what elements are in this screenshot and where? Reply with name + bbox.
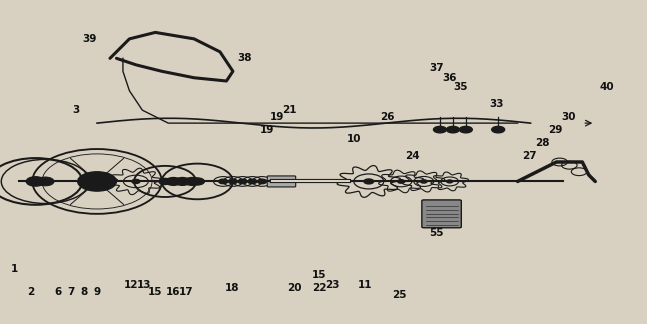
Circle shape — [190, 178, 204, 185]
Circle shape — [166, 178, 181, 185]
Text: 19: 19 — [260, 125, 274, 134]
Circle shape — [398, 180, 404, 183]
Text: 17: 17 — [179, 287, 193, 296]
Text: 1: 1 — [10, 264, 18, 274]
Text: 22: 22 — [312, 284, 326, 293]
Text: 19: 19 — [270, 112, 284, 122]
Circle shape — [258, 179, 267, 184]
Text: 37: 37 — [430, 63, 444, 73]
FancyBboxPatch shape — [422, 200, 461, 228]
Text: 8: 8 — [80, 287, 88, 296]
Circle shape — [219, 179, 228, 184]
Circle shape — [184, 178, 200, 185]
Circle shape — [446, 180, 452, 183]
Text: 27: 27 — [522, 151, 536, 160]
Text: 30: 30 — [561, 112, 575, 122]
Text: 21: 21 — [283, 105, 297, 115]
Text: 2: 2 — [27, 287, 35, 296]
Text: 55: 55 — [430, 228, 444, 238]
Text: 11: 11 — [358, 280, 373, 290]
Text: 10: 10 — [347, 134, 362, 144]
Circle shape — [175, 178, 190, 185]
Text: 23: 23 — [325, 280, 339, 290]
Circle shape — [492, 126, 505, 133]
Text: 13: 13 — [137, 280, 151, 290]
Text: 24: 24 — [406, 151, 420, 160]
Text: 25: 25 — [393, 290, 407, 300]
Circle shape — [364, 179, 374, 184]
Circle shape — [27, 177, 45, 186]
Circle shape — [36, 177, 54, 186]
Text: 9: 9 — [93, 287, 101, 296]
Circle shape — [132, 179, 140, 183]
Circle shape — [159, 178, 171, 185]
Circle shape — [228, 179, 237, 184]
Text: 20: 20 — [287, 284, 302, 293]
FancyBboxPatch shape — [267, 176, 296, 187]
Text: 7: 7 — [67, 287, 75, 296]
Text: 36: 36 — [443, 73, 457, 83]
Text: 38: 38 — [237, 53, 252, 63]
Text: 15: 15 — [148, 287, 162, 296]
Circle shape — [238, 179, 247, 184]
Text: 40: 40 — [600, 83, 614, 92]
Text: 3: 3 — [72, 105, 80, 115]
Circle shape — [446, 126, 459, 133]
Text: 28: 28 — [535, 138, 549, 147]
Text: 18: 18 — [225, 284, 239, 293]
Text: 6: 6 — [54, 287, 62, 296]
Text: 26: 26 — [380, 112, 394, 122]
Text: 16: 16 — [166, 287, 181, 296]
Text: 12: 12 — [124, 280, 138, 290]
Text: 35: 35 — [454, 83, 468, 92]
Circle shape — [433, 126, 446, 133]
Text: 39: 39 — [82, 34, 96, 44]
Circle shape — [421, 180, 427, 183]
Text: 33: 33 — [490, 99, 504, 109]
Circle shape — [78, 172, 116, 191]
Text: 29: 29 — [548, 125, 562, 134]
Circle shape — [459, 126, 472, 133]
Text: 15: 15 — [312, 271, 326, 280]
Circle shape — [248, 179, 257, 184]
